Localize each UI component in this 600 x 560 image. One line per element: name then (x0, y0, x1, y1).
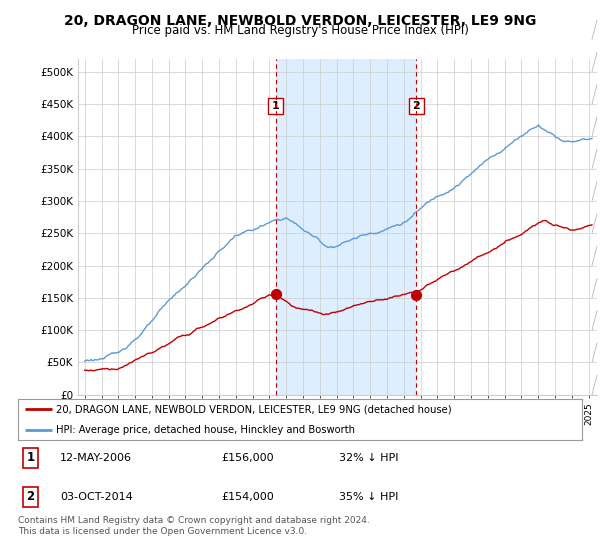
Point (271, 290, 280, 298)
Text: £154,000: £154,000 (221, 492, 274, 502)
Text: 20, DRAGON LANE, NEWBOLD VERDON, LEICESTER, LE9 9NG: 20, DRAGON LANE, NEWBOLD VERDON, LEICEST… (64, 14, 536, 28)
Text: Price paid vs. HM Land Registry's House Price Index (HPI): Price paid vs. HM Land Registry's House … (131, 24, 469, 37)
Text: HPI: Average price, detached house, Hinckley and Bosworth: HPI: Average price, detached house, Hinc… (56, 424, 355, 435)
Text: 2: 2 (413, 101, 421, 111)
Text: 12-MAY-2006: 12-MAY-2006 (60, 453, 133, 463)
Bar (275, 59, 416, 395)
Text: 32% ↓ HPI: 32% ↓ HPI (340, 453, 399, 463)
Text: 2: 2 (26, 491, 34, 503)
Text: 1: 1 (26, 451, 34, 464)
Text: 03-OCT-2014: 03-OCT-2014 (60, 492, 133, 502)
Text: 1: 1 (272, 101, 280, 111)
Text: 35% ↓ HPI: 35% ↓ HPI (340, 492, 399, 502)
Text: 20, DRAGON LANE, NEWBOLD VERDON, LEICESTER, LE9 9NG (detached house): 20, DRAGON LANE, NEWBOLD VERDON, LEICEST… (56, 404, 452, 414)
Text: £156,000: £156,000 (221, 453, 274, 463)
Text: Contains HM Land Registry data © Crown copyright and database right 2024.
This d: Contains HM Land Registry data © Crown c… (18, 516, 370, 536)
Point (412, 291, 421, 300)
